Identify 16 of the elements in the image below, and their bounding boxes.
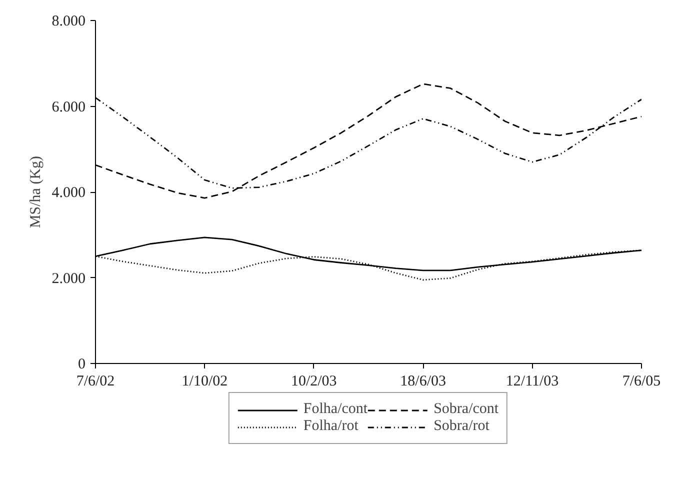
x-tick-label: 7/6/05 [622,374,661,390]
y-tick-label: 0 [78,356,86,372]
y-tick-label: 2.000 [52,270,86,287]
legend-label: Sobra/rot [434,418,490,435]
y-tick-label: 4.000 [52,185,86,201]
legend-label: Sobra/cont [434,401,499,418]
x-tick-label: 10/2/03 [290,374,337,390]
legend-label: Folha/rot [303,418,358,435]
y-tick-label: 8.000 [52,14,86,30]
x-tick-label: 1/10/02 [182,374,228,390]
legend-label: Folha/cont [303,401,368,418]
y-tick-label: 6.000 [52,99,86,116]
y-axis-title: MS/ha (Kg) [28,156,44,228]
x-tick-label: 12/11/03 [506,374,559,390]
x-tick-label: 7/6/02 [76,374,115,390]
x-tick-label: 18/6/03 [400,374,446,390]
